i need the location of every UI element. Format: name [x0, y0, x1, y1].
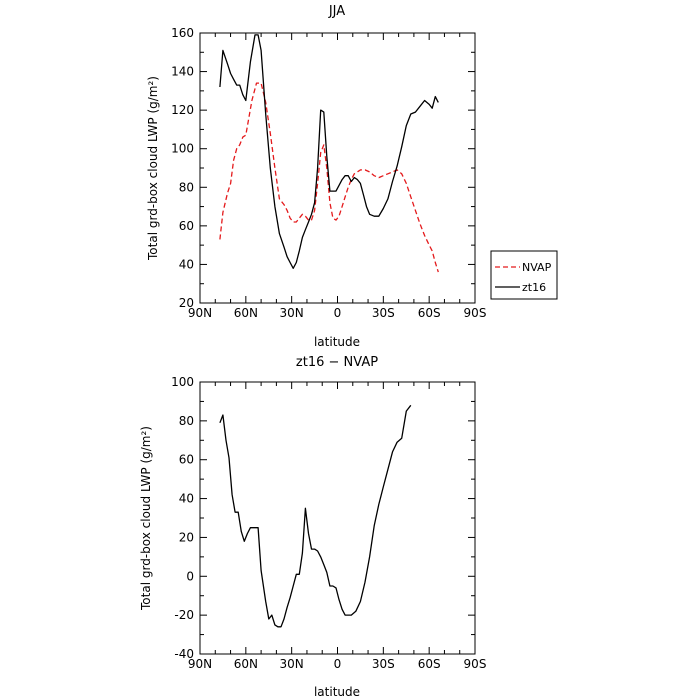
bottom-x-axis-label: latitude [314, 685, 360, 699]
x-tick-label: 60N [234, 306, 258, 320]
x-tick-label: 0 [334, 657, 342, 671]
y-tick-label: 80 [179, 180, 194, 194]
bottom-chart-panel: zt16 − NVAP 90N 60N 30N 0 30S 60S 90S -40 -20 0 20… [139, 355, 486, 699]
y-tick-label: -40 [174, 647, 194, 661]
y-tick-label: 120 [171, 103, 194, 117]
legend-box [490, 250, 558, 300]
y-tick-label: 20 [179, 296, 194, 310]
y-tick-label: 100 [171, 375, 194, 389]
bottom-series-layer [219, 404, 412, 628]
x-tick-label: 30N [280, 657, 304, 671]
top-plot-frame [199, 32, 476, 304]
top-chart-title: JJA [328, 4, 345, 19]
legend-label-nvap: NVAP [522, 261, 552, 274]
bottom-y-axis-label: Total grd-box cloud LWP (g/m²) [139, 426, 153, 611]
y-tick-label: 160 [171, 26, 194, 40]
y-tick-label: 60 [179, 453, 194, 467]
series-line-zt16 [219, 34, 439, 269]
y-tick-label: 40 [179, 492, 194, 506]
x-tick-label: 90N [188, 306, 212, 320]
top-axis-ticks: 90N 60N 30N 0 30S 60S 90S 20 40 60 80 100 120 140 160 [171, 26, 486, 320]
legend: NVAP zt16 [490, 250, 558, 300]
bottom-chart-title: zt16 − NVAP [296, 355, 378, 370]
series-line-nvap [219, 82, 439, 273]
x-tick-label: 30S [372, 306, 395, 320]
series-line-difference [219, 404, 412, 628]
top-chart-panel: JJA 90N 60N 30N 0 30S 60S 90S 20 40 60 80 100 120 140… [146, 4, 558, 349]
x-tick-label: 90N [188, 657, 212, 671]
legend-label-zt16: zt16 [522, 281, 546, 294]
y-tick-label: 140 [171, 65, 194, 79]
x-tick-label: 30S [372, 657, 395, 671]
top-x-axis-label: latitude [314, 335, 360, 349]
y-tick-label: 80 [179, 414, 194, 428]
x-tick-label: 60S [418, 306, 441, 320]
x-tick-label: 60S [418, 657, 441, 671]
y-tick-label: -20 [174, 608, 194, 622]
y-tick-label: 60 [179, 219, 194, 233]
y-tick-label: 20 [179, 530, 194, 544]
bottom-axis-ticks: 90N 60N 30N 0 30S 60S 90S -40 -20 0 20 40 60 80 100 [171, 375, 486, 671]
x-tick-label: 60N [234, 657, 258, 671]
y-tick-label: 40 [179, 257, 194, 271]
bottom-plot-frame [199, 381, 476, 655]
x-tick-label: 0 [334, 306, 342, 320]
x-tick-label: 90S [464, 306, 487, 320]
top-y-axis-label: Total grd-box cloud LWP (g/m²) [146, 76, 160, 261]
x-tick-label: 90S [464, 657, 487, 671]
top-series-layer [219, 34, 439, 273]
y-tick-label: 100 [171, 142, 194, 156]
x-tick-label: 30N [280, 306, 304, 320]
y-tick-label: 0 [186, 569, 194, 583]
